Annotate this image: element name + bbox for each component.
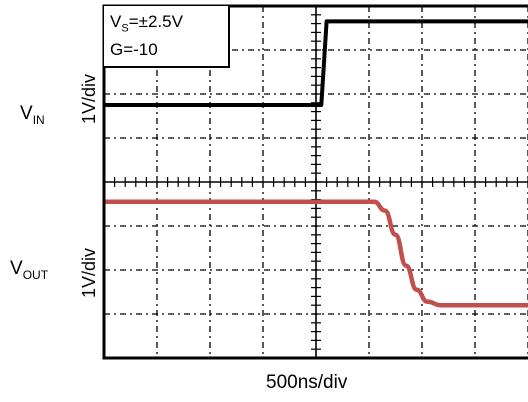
traces [104,19,528,308]
vout-scale-label: 1V/div [79,247,99,299]
vin-scale-label: 1V/div [79,73,99,125]
vout-main: V [10,258,23,279]
vout-sub: OUT [22,267,49,282]
supply-v-main: V [110,12,122,31]
vin-label: VIN [20,103,45,127]
settings-annotation-box: VS=±2.5V G=-10 [104,6,230,68]
supply-voltage-label: VS=±2.5V [110,12,183,34]
supply-v-value: =±2.5V [128,12,183,31]
vin-trace [104,19,528,107]
vin-main: V [20,103,33,124]
vin-sub: IN [32,112,45,127]
gain-label: G=-10 [110,40,158,59]
plot-frame [102,4,528,360]
supply-v-sub: S [121,22,129,35]
time-scale-label: 500ns/div [266,372,348,393]
vout-trace [104,199,528,308]
center-axes [104,6,528,358]
vout-label: VOUT [10,258,48,282]
